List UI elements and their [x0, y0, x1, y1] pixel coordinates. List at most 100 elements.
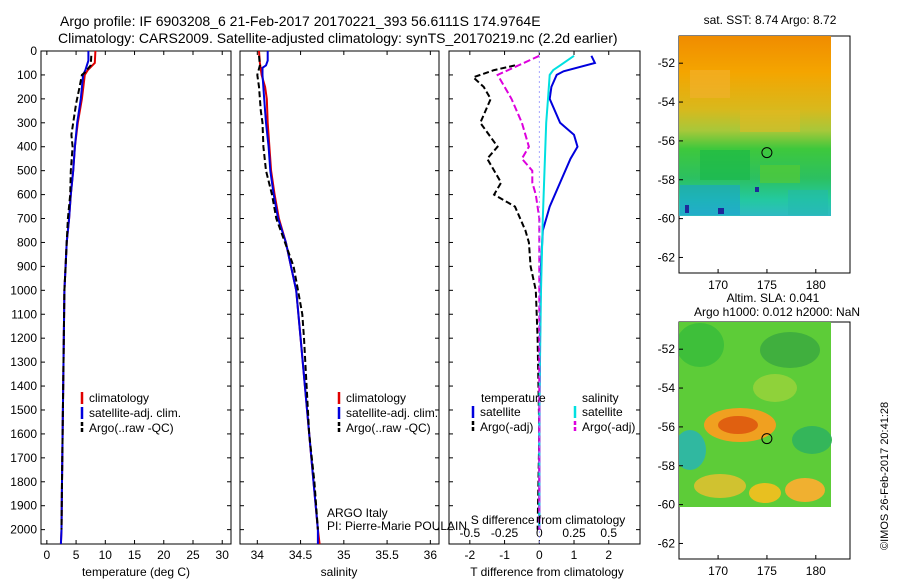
sla-map: Altim. SLA: 0.041 Argo h1000: 0.012 h200… — [658, 291, 860, 578]
temperature-panel: 0 5 10 15 20 25 300100200300400500600700800900… — [10, 44, 232, 579]
temperature-lines — [59, 51, 97, 544]
depth-tick-label: 0 — [30, 44, 37, 58]
salinity-xtick-label: 35 — [337, 548, 351, 562]
sla-warm-eddy-core — [718, 416, 758, 434]
sst-map: sat. SST: 8.74 Argo: 8.72 170 175 180 -52 -5… — [658, 13, 851, 292]
temperature-xtick-label: 25 — [186, 548, 200, 562]
sst_map-ytick-label: -60 — [658, 212, 676, 226]
depth-tick-label: 500 — [17, 164, 37, 178]
salinity-ticks: 34 34.5 35 35.5 36 — [240, 50, 439, 562]
float-info-line-2: PI: Pierre-Marie POULAIN — [327, 519, 467, 533]
header-line-1: Argo profile: IF 6903208_6 21-Feb-2017 2… — [60, 13, 541, 29]
difference-top-xtick-label: -0.5 — [459, 526, 480, 540]
sla-patch-4 — [792, 426, 832, 454]
salinity-panel: 34 34.5 35 35.5 36 salinity climatologysatel… — [239, 50, 467, 579]
temperature-xtick-label: 5 — [73, 548, 80, 562]
sla_map-ytick-label: -54 — [658, 381, 676, 395]
sst_map-ytick-label: -52 — [658, 56, 676, 70]
sla-warm-patch — [694, 474, 746, 498]
temperature-series-line-red — [59, 51, 97, 544]
depth-tick-label: 1400 — [10, 379, 37, 393]
sst_map-xtick-label: 180 — [806, 278, 826, 292]
sla_map-ytick-label: -62 — [658, 536, 676, 550]
sst-argo-location-marker — [761, 147, 773, 159]
depth-tick-label: 200 — [17, 92, 37, 106]
sst-map-title: sat. SST: 8.74 Argo: 8.72 — [704, 13, 837, 27]
sla_map-ytick-label: -58 — [658, 459, 676, 473]
sla-map-subtitle: Argo h1000: 0.012 h2000: NaN — [694, 305, 860, 319]
sla-heatmap — [679, 322, 832, 507]
depth-tick-label: 1100 — [11, 307, 37, 321]
difference-xtick-label: -2 — [465, 548, 476, 562]
float-info-line-1: ARGO Italy — [327, 506, 388, 520]
depth-tick-label: 1800 — [10, 475, 37, 489]
salinity-xtick-label: 36 — [424, 548, 438, 562]
salinity-legend-entry: climatology — [346, 391, 406, 405]
salinity-series-line-red — [258, 51, 321, 544]
legend-salinity-group: salinity — [582, 391, 619, 405]
sla-patch-1 — [679, 323, 724, 367]
depth-tick-label: 700 — [17, 212, 37, 226]
temperature-xtick-label: 15 — [128, 548, 142, 562]
depth-tick-label: 300 — [17, 116, 37, 130]
sst-warm-patch-2 — [740, 110, 800, 132]
depth-tick-label: 1700 — [10, 451, 37, 465]
salinity-series-line-black — [256, 55, 319, 530]
sla-patch-2 — [760, 332, 820, 368]
sla-cold-eddy — [679, 430, 706, 470]
difference-legend-entry: satellite — [480, 405, 521, 419]
difference-xtick-label: 0 — [536, 548, 543, 562]
temperature-xlabel: temperature (deg C) — [82, 565, 190, 579]
difference-xtick-label: 2 — [605, 548, 612, 562]
sst-heatmap — [679, 36, 831, 216]
sst-green-patch-2 — [760, 165, 800, 183]
temperature-xtick-label: 10 — [99, 548, 113, 562]
sst-dark-pixels — [685, 205, 689, 213]
depth-tick-label: 100 — [17, 68, 37, 82]
depth-tick-label: 900 — [17, 259, 37, 273]
depth-tick-label: 1500 — [10, 403, 37, 417]
sst-cyan-patch — [680, 185, 740, 215]
sla_map-ytick-label: -60 — [658, 498, 676, 512]
salinity-axes-frame — [239, 50, 440, 545]
temperature-ticks: 0 5 10 15 20 25 300100200300400500600700800900… — [10, 44, 231, 562]
sla-warm-patch-2 — [749, 483, 781, 503]
temperature-legend-entry: satellite-adj. clim. — [89, 406, 181, 420]
temperature-xtick-label: 30 — [216, 548, 230, 562]
sst_map-xtick-label: 170 — [708, 278, 728, 292]
difference-panel: -2 -1 0 1 2-0.5 -0.25 0 0.25 0.5 S difference fr… — [448, 50, 641, 579]
difference-xtick-label: -1 — [499, 548, 510, 562]
sla-argo-location-marker — [761, 433, 773, 445]
difference-top-xlabel: S difference from climatology — [471, 513, 626, 527]
temperature-xtick-label: 0 — [44, 548, 51, 562]
difference-legend-entry: Argo(-adj) — [582, 420, 635, 434]
difference-xlabel: T difference from climatology — [470, 565, 624, 579]
difference-axes-frame — [448, 50, 641, 545]
difference-top-xtick-label: 0.5 — [600, 526, 617, 540]
temperature-legend-entry: Argo(..raw -QC) — [89, 421, 174, 435]
temperature-axes-frame — [40, 50, 232, 545]
difference-series-line-magenta — [496, 54, 541, 530]
sst-dark-pixels-2 — [718, 208, 724, 214]
salinity-xlabel: salinity — [321, 565, 358, 579]
depth-tick-label: 1900 — [10, 499, 37, 513]
difference-series-line-blue — [538, 55, 597, 530]
salinity-legend-entry: satellite-adj. clim. — [346, 406, 438, 420]
temperature-xtick-label: 20 — [157, 548, 171, 562]
depth-tick-label: 600 — [17, 188, 37, 202]
sla_map-xtick-label: 170 — [708, 564, 728, 578]
difference-lines — [471, 51, 597, 544]
depth-tick-label: 1600 — [10, 427, 37, 441]
depth-tick-label: 800 — [17, 235, 37, 249]
difference-legend: temperature salinitysatelliteArgo(-adj)sa… — [471, 391, 635, 434]
sla-map-ticks: 170 175 180 -52 -54 -56 -58 -60 -62 — [658, 342, 826, 578]
depth-tick-label: 400 — [17, 140, 37, 154]
sla_map-ytick-label: -56 — [658, 420, 676, 434]
salinity-lines — [256, 51, 321, 544]
sst-cyan-patch-2 — [788, 190, 828, 215]
legend-temperature-group: temperature — [481, 391, 546, 405]
salinity-series-line-blue — [261, 51, 319, 544]
